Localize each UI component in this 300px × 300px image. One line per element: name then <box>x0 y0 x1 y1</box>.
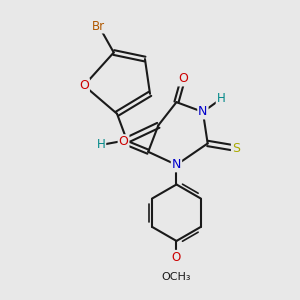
Text: OCH₃: OCH₃ <box>162 272 191 282</box>
Text: N: N <box>198 106 208 118</box>
Text: O: O <box>118 135 128 148</box>
Text: S: S <box>232 142 240 155</box>
Text: O: O <box>178 73 188 85</box>
Text: N: N <box>172 158 181 171</box>
Text: O: O <box>79 79 89 92</box>
Text: H: H <box>217 92 225 105</box>
Text: H: H <box>97 138 105 152</box>
Text: Br: Br <box>92 20 105 33</box>
Text: O: O <box>172 251 181 264</box>
